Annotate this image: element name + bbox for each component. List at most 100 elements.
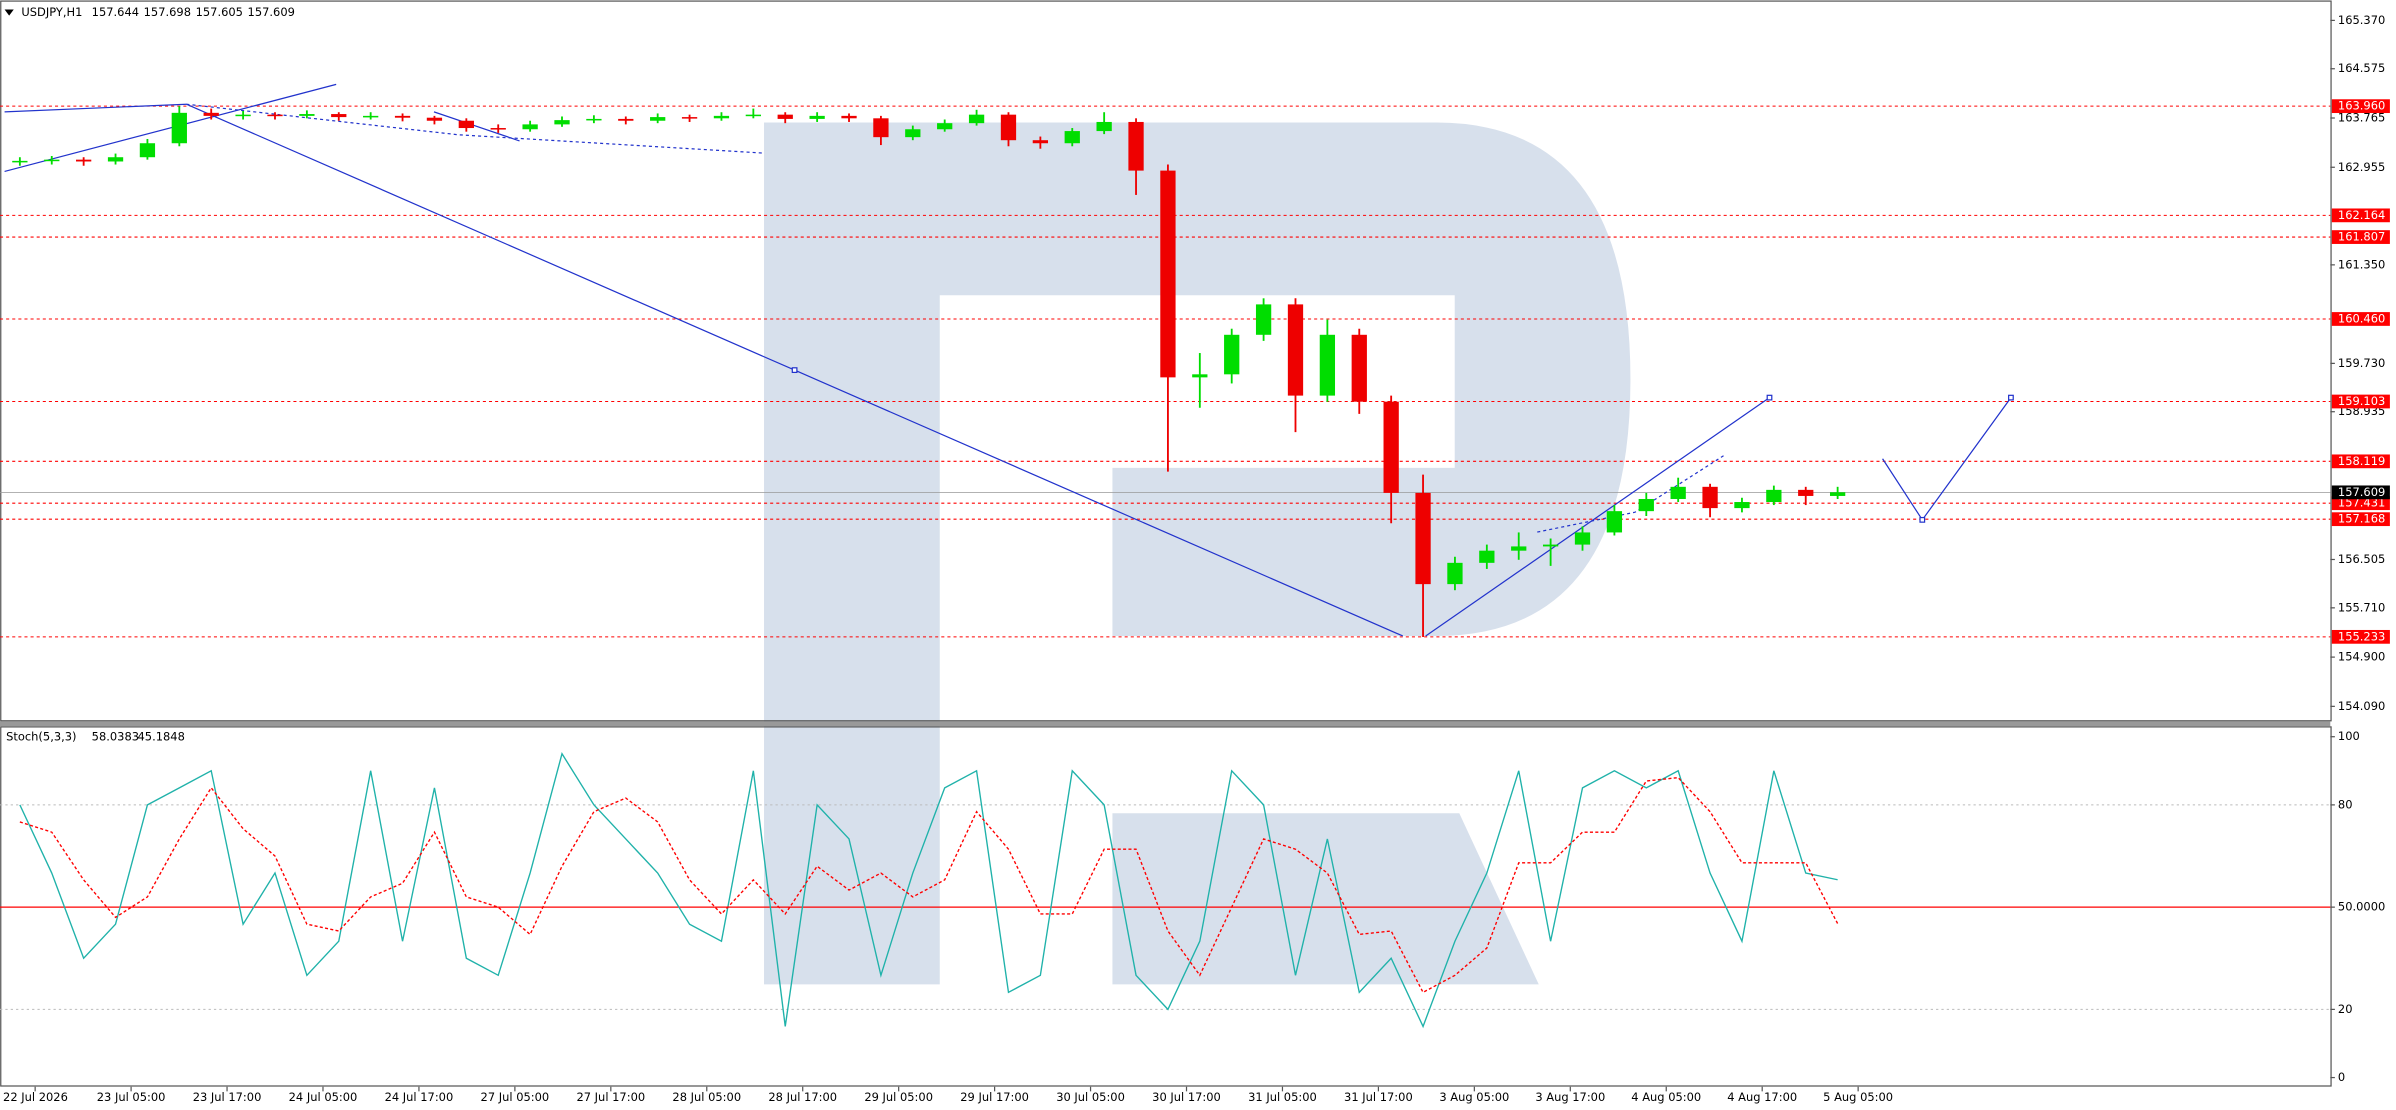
candle-body bbox=[1479, 550, 1495, 563]
level-label: 163.960 bbox=[2338, 99, 2385, 113]
main-panel-frame bbox=[0, 0, 2332, 722]
stoch-layer: 22 Jul 2026 23 Jul 05:00 23 Jul 17:00 24 Ju… bbox=[0, 729, 2385, 1104]
level-label: 155.233 bbox=[2338, 629, 2385, 643]
stoch-line bbox=[19, 752, 1838, 1029]
candle-body bbox=[1064, 131, 1080, 144]
y-tick-label: 162.955 bbox=[2338, 160, 2385, 174]
stoch-panel-frame bbox=[0, 726, 2332, 1087]
candle-body bbox=[203, 112, 219, 116]
levels-layer: 165.370 164.575 163.765 162.955 161.350 159.7… bbox=[0, 13, 2390, 713]
candle-body bbox=[937, 123, 953, 130]
candle-body bbox=[235, 114, 251, 117]
bar-low: 157.605 bbox=[196, 5, 243, 19]
candle-body bbox=[1670, 486, 1686, 499]
level-label: 160.460 bbox=[2338, 311, 2385, 325]
level-label-box bbox=[2331, 454, 2390, 469]
candle-body bbox=[1351, 334, 1367, 402]
candle-body bbox=[777, 114, 793, 119]
stoch-y-tick-label: 80 bbox=[2338, 797, 2353, 811]
symbol: USDJPY,H1 bbox=[21, 5, 82, 19]
x-tick-label: 3 Aug 17:00 bbox=[1535, 1090, 1605, 1104]
candle-body bbox=[586, 118, 602, 121]
trendline bbox=[1425, 397, 1770, 637]
x-tick-label: 23 Jul 05:00 bbox=[97, 1090, 166, 1104]
trendline bbox=[4, 83, 337, 173]
candle-body bbox=[490, 128, 506, 130]
x-tick-label: 31 Jul 17:00 bbox=[1344, 1090, 1413, 1104]
candle-body bbox=[1766, 489, 1782, 503]
trendline bbox=[186, 103, 765, 154]
candle-body bbox=[1511, 546, 1527, 551]
x-tick-label: 27 Jul 05:00 bbox=[481, 1090, 550, 1104]
x-tick-label: 30 Jul 05:00 bbox=[1056, 1090, 1125, 1104]
candle-body bbox=[1574, 532, 1591, 545]
level-label-box bbox=[2331, 312, 2390, 326]
candle-body bbox=[1160, 170, 1176, 378]
trendline bbox=[1537, 455, 1724, 533]
level-label-box bbox=[2331, 230, 2390, 244]
candle-body bbox=[1287, 304, 1304, 396]
candle-body bbox=[1638, 498, 1654, 512]
level-label: 158.119 bbox=[2338, 454, 2385, 468]
x-tick-label: 5 Aug 05:00 bbox=[1823, 1090, 1893, 1104]
y-tick-label: 155.710 bbox=[2338, 600, 2385, 614]
anchor bbox=[1919, 516, 1926, 523]
candle-body bbox=[363, 115, 379, 118]
anchor bbox=[791, 367, 798, 374]
y-tick-label: 164.575 bbox=[2338, 61, 2385, 75]
candle-body bbox=[1829, 492, 1846, 496]
watermark bbox=[1112, 813, 1539, 985]
candle-body bbox=[299, 114, 315, 116]
candle-body bbox=[76, 159, 92, 162]
trendline bbox=[433, 111, 520, 142]
candle-body bbox=[1224, 334, 1240, 375]
candle-body bbox=[681, 117, 698, 119]
stoch-y-tick-label: 50.0000 bbox=[2338, 900, 2385, 914]
candle-body bbox=[522, 124, 538, 130]
panel-separator bbox=[0, 721, 2331, 727]
current-price-box bbox=[2331, 485, 2390, 500]
candle-body bbox=[107, 157, 124, 162]
level-label-box bbox=[2331, 99, 2390, 114]
y-tick-label: 156.505 bbox=[2338, 552, 2385, 566]
watermark bbox=[764, 122, 1631, 985]
candle-body bbox=[905, 129, 921, 138]
candle-body bbox=[44, 159, 60, 162]
candle-body bbox=[426, 117, 443, 121]
anchor bbox=[2008, 394, 2014, 401]
candle-body bbox=[171, 112, 187, 144]
stoch-y-tick-label: 20 bbox=[2338, 1002, 2353, 1016]
x-tick-label: 23 Jul 17:00 bbox=[193, 1090, 262, 1104]
candle-body bbox=[1383, 401, 1399, 493]
x-tick-label: 29 Jul 05:00 bbox=[864, 1090, 933, 1104]
bar-high: 157.698 bbox=[144, 5, 191, 19]
candle-body bbox=[1128, 121, 1144, 171]
y-tick-label: 154.090 bbox=[2338, 699, 2385, 713]
candle-body bbox=[1032, 140, 1049, 144]
level-label-box bbox=[2331, 394, 2390, 409]
stoch-line bbox=[19, 776, 1839, 994]
level-label-box bbox=[2331, 496, 2390, 511]
x-tick-label: 31 Jul 05:00 bbox=[1248, 1090, 1317, 1104]
x-tick-label: 4 Aug 05:00 bbox=[1631, 1090, 1701, 1104]
y-tick-label: 154.900 bbox=[2338, 650, 2385, 664]
x-tick-label: 24 Jul 17:00 bbox=[385, 1090, 454, 1104]
level-label: 159.103 bbox=[2338, 394, 2385, 408]
candle-body bbox=[1798, 489, 1814, 496]
x-tick-label: 28 Jul 05:00 bbox=[672, 1090, 741, 1104]
candle-body bbox=[12, 160, 28, 163]
candle-body bbox=[331, 114, 347, 118]
forecast-line bbox=[1882, 397, 2012, 521]
y-tick-label: 163.765 bbox=[2338, 111, 2385, 125]
x-tick-label: 24 Jul 05:00 bbox=[289, 1090, 358, 1104]
level-label: 157.168 bbox=[2338, 512, 2385, 526]
current-price-label: 157.609 bbox=[2338, 485, 2385, 499]
candle-body bbox=[968, 114, 985, 124]
y-tick-label: 165.370 bbox=[2338, 13, 2385, 27]
candle-body bbox=[1702, 486, 1718, 509]
candle-body bbox=[1096, 121, 1112, 132]
x-tick-label: 4 Aug 17:00 bbox=[1727, 1090, 1797, 1104]
stoch-main-value: 58.0383 bbox=[92, 729, 139, 743]
y-tick-label: 159.730 bbox=[2338, 356, 2385, 370]
